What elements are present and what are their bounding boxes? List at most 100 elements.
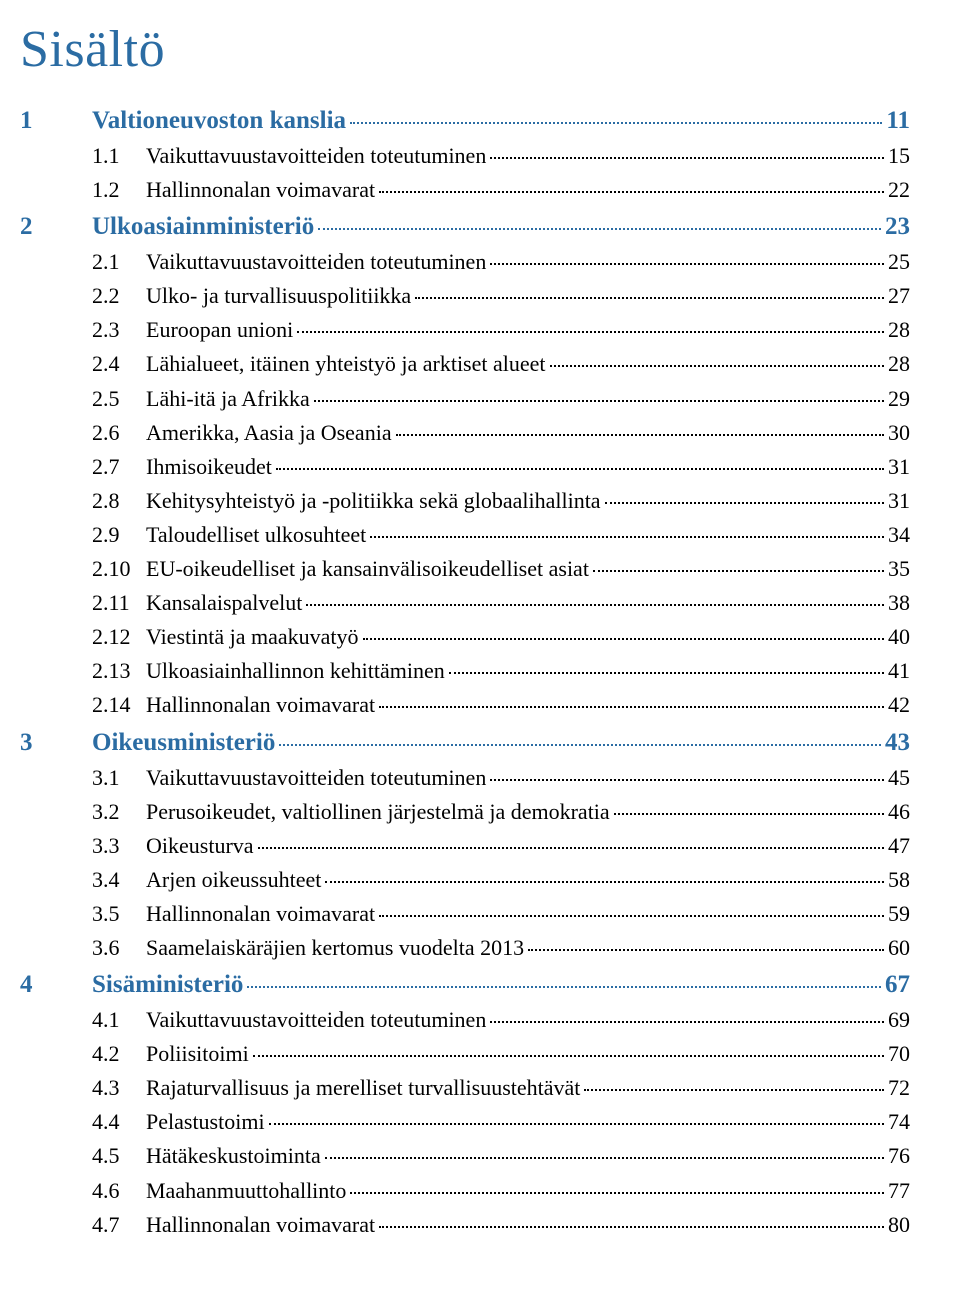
toc-section-page: 30 [888,416,910,450]
toc-section-number: 4.7 [92,1208,146,1242]
toc-section-row[interactable]: 4.4Pelastustoimi74 [20,1105,910,1139]
toc-section-page: 42 [888,688,910,722]
toc-leader-dots [379,1226,884,1228]
toc-section-row[interactable]: 1.1Vaikuttavuustavoitteiden toteutuminen… [20,139,910,173]
toc-leader-dots [363,638,884,640]
toc-chapter: 3Oikeusministeriö43 3.1Vaikuttavuustavoit… [20,729,910,966]
toc-section-page: 35 [888,552,910,586]
toc-section-page: 27 [888,279,910,313]
toc-section-number: 4.1 [92,1003,146,1037]
toc-chapter: 4Sisäministeriö67 4.1Vaikuttavuustavoitte… [20,971,910,1242]
toc-section-row[interactable]: 4.5Hätäkeskustoiminta76 [20,1139,910,1173]
toc-chapter-number: 1 [20,107,92,135]
toc-section-row[interactable]: 3.3Oikeusturva47 [20,829,910,863]
toc-section-row[interactable]: 2.8Kehitysyhteistyö ja -politiikka sekä … [20,484,910,518]
toc-section-number: 2.13 [92,654,146,688]
toc-section-title: Hallinnonalan voimavarat [146,688,375,722]
toc-section-row[interactable]: 2.4Lähialueet, itäinen yhteistyö ja arkt… [20,347,910,381]
toc-section-title: Hätäkeskustoiminta [146,1139,321,1173]
toc-section-row[interactable]: 2.12Viestintä ja maakuvatyö40 [20,620,910,654]
toc-leader-dots [449,672,884,674]
toc-section-number: 2.12 [92,620,146,654]
toc-section-title: Maahanmuuttohallinto [146,1174,346,1208]
toc-section-page: 31 [888,450,910,484]
toc-section-number: 4.2 [92,1037,146,1071]
toc-leader-dots [318,228,881,230]
toc-section-row[interactable]: 2.3Euroopan unioni28 [20,313,910,347]
toc-section-row[interactable]: 2.13Ulkoasiainhallinnon kehittäminen41 [20,654,910,688]
toc-chapter-row[interactable]: 3Oikeusministeriö43 [20,729,910,757]
toc-chapter-row[interactable]: 4Sisäministeriö67 [20,971,910,999]
toc-section-page: 80 [888,1208,910,1242]
toc-section-row[interactable]: 2.1Vaikuttavuustavoitteiden toteutuminen… [20,245,910,279]
toc-section-page: 72 [888,1071,910,1105]
toc-section-row[interactable]: 3.6Saamelaiskäräjien kertomus vuodelta 2… [20,931,910,965]
toc-chapter-row[interactable]: 1Valtioneuvoston kanslia11 [20,107,910,135]
toc-section-row[interactable]: 4.3Rajaturvallisuus ja merelliset turval… [20,1071,910,1105]
toc-section-row[interactable]: 4.2Poliisitoimi70 [20,1037,910,1071]
toc-section-page: 76 [888,1139,910,1173]
toc-section-number: 2.5 [92,382,146,416]
toc-section-row[interactable]: 4.6Maahanmuuttohallinto77 [20,1174,910,1208]
toc-section-number: 4.6 [92,1174,146,1208]
toc-section-page: 34 [888,518,910,552]
toc-section-row[interactable]: 2.7Ihmisoikeudet31 [20,450,910,484]
toc-section-number: 1.1 [92,139,146,173]
toc-section-title: Arjen oikeussuhteet [146,863,321,897]
toc-section-title: Hallinnonalan voimavarat [146,1208,375,1242]
toc-leader-dots [379,915,884,917]
toc-section-title: Lähi-itä ja Afrikka [146,382,310,416]
toc-section-title: Viestintä ja maakuvatyö [146,620,359,654]
toc-section-row[interactable]: 2.6Amerikka, Aasia ja Oseania30 [20,416,910,450]
toc-section-number: 2.6 [92,416,146,450]
toc-body: 1Valtioneuvoston kanslia111.1Vaikuttavuu… [20,107,910,1242]
toc-section-row[interactable]: 3.2Perusoikeudet, valtiollinen järjestel… [20,795,910,829]
toc-leader-dots [350,122,882,124]
toc-section-title: Saamelaiskäräjien kertomus vuodelta 2013 [146,931,524,965]
toc-section-number: 3.3 [92,829,146,863]
toc-section-row[interactable]: 2.11Kansalaispalvelut38 [20,586,910,620]
toc-chapter-number: 3 [20,729,92,757]
toc-chapter-row[interactable]: 2Ulkoasiainministeriö23 [20,213,910,241]
toc-leader-dots [550,365,884,367]
toc-section-title: Hallinnonalan voimavarat [146,897,375,931]
toc-leader-dots [396,434,884,436]
toc-section-row[interactable]: 2.10EU-oikeudelliset ja kansainvälisoike… [20,552,910,586]
toc-section-row[interactable]: 2.5Lähi-itä ja Afrikka 29 [20,382,910,416]
toc-section-number: 3.5 [92,897,146,931]
toc-section-page: 74 [888,1105,910,1139]
toc-section-title: Rajaturvallisuus ja merelliset turvallis… [146,1071,580,1105]
toc-section-page: 41 [888,654,910,688]
toc-section-title: Oikeusturva [146,829,254,863]
toc-leader-dots [350,1192,884,1194]
toc-section-page: 29 [888,382,910,416]
toc-chapter-title: Valtioneuvoston kanslia [92,107,346,135]
toc-leader-dots [253,1055,884,1057]
toc-section-row[interactable]: 2.2Ulko- ja turvallisuuspolitiikka27 [20,279,910,313]
toc-section-title: Taloudelliset ulkosuhteet [146,518,366,552]
toc-leader-dots [490,779,884,781]
toc-leader-dots [247,986,881,988]
toc-section-row[interactable]: 1.2Hallinnonalan voimavarat22 [20,173,910,207]
toc-section-page: 28 [888,347,910,381]
toc-section-row[interactable]: 3.5Hallinnonalan voimavarat59 [20,897,910,931]
toc-section-row[interactable]: 3.4Arjen oikeussuhteet58 [20,863,910,897]
toc-section-page: 31 [888,484,910,518]
toc-section-title: Vaikuttavuustavoitteiden toteutuminen [146,1003,486,1037]
toc-section-title: Vaikuttavuustavoitteiden toteutuminen [146,139,486,173]
toc-section-row[interactable]: 3.1Vaikuttavuustavoitteiden toteutuminen… [20,761,910,795]
toc-section-row[interactable]: 2.14Hallinnonalan voimavarat42 [20,688,910,722]
toc-chapter-number: 2 [20,213,92,241]
toc-section-row[interactable]: 2.9Taloudelliset ulkosuhteet 34 [20,518,910,552]
toc-section-number: 2.9 [92,518,146,552]
toc-leader-dots [297,331,884,333]
toc-section-number: 2.3 [92,313,146,347]
toc-section-number: 2.10 [92,552,146,586]
toc-leader-dots [379,191,884,193]
toc-leader-dots [528,949,884,951]
toc-leader-dots [490,1021,884,1023]
toc-section-row[interactable]: 4.1Vaikuttavuustavoitteiden toteutuminen… [20,1003,910,1037]
toc-leader-dots [314,400,884,402]
toc-section-row[interactable]: 4.7Hallinnonalan voimavarat 80 [20,1208,910,1242]
toc-section-title: Vaikuttavuustavoitteiden toteutuminen [146,245,486,279]
